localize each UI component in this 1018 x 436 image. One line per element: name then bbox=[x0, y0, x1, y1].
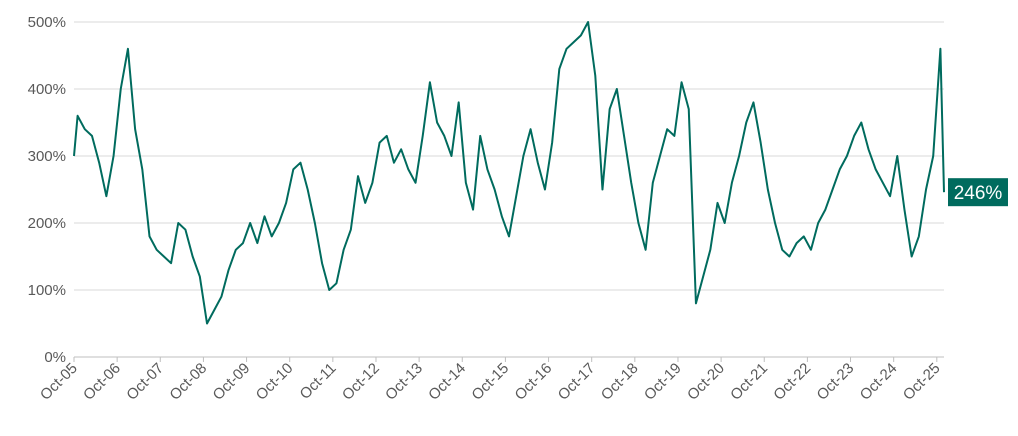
x-tick-label: Oct-24 bbox=[857, 360, 901, 404]
end-value-badge bbox=[948, 178, 1008, 207]
y-tick-label: 100% bbox=[28, 282, 66, 299]
y-tick-label: 0% bbox=[44, 349, 66, 366]
x-tick-label: Oct-21 bbox=[727, 360, 771, 404]
y-tick-label: 500% bbox=[28, 14, 66, 31]
end-value-label: 246% bbox=[948, 178, 1008, 207]
end-value-text: 246% bbox=[954, 183, 1003, 204]
series-line bbox=[73, 21, 945, 325]
x-tick-label: Oct-09 bbox=[210, 360, 254, 404]
x-tick-label: Oct-07 bbox=[123, 360, 167, 404]
x-tick-label: Oct-25 bbox=[900, 360, 944, 404]
x-tick-label: Oct-05 bbox=[37, 360, 81, 404]
x-tick-label: Oct-13 bbox=[382, 360, 426, 404]
x-tick-label: Oct-18 bbox=[598, 360, 642, 404]
series-layer bbox=[73, 21, 945, 325]
x-tick-label: Oct-16 bbox=[512, 360, 556, 404]
y-tick-label: 200% bbox=[28, 215, 66, 232]
x-tick-label: Oct-22 bbox=[770, 360, 814, 404]
x-tick-label: Oct-14 bbox=[425, 360, 469, 404]
x-tick-label: Oct-19 bbox=[641, 360, 685, 404]
x-tick-label: Oct-06 bbox=[80, 360, 124, 404]
x-tick-label: Oct-20 bbox=[684, 360, 728, 404]
x-tick-label: Oct-10 bbox=[253, 360, 297, 404]
x-axis-ticks: Oct-05 Oct-06 Oct-07 Oct-08 Oct-09 Oct-10 Oct-… bbox=[37, 357, 944, 404]
x-tick-label: Oct-08 bbox=[166, 360, 210, 404]
y-axis-ticks: 0% 100% 200% 300% 400% 500% bbox=[28, 14, 66, 366]
gridlines bbox=[74, 21, 944, 358]
y-tick-label: 300% bbox=[28, 148, 66, 165]
x-tick-label: Oct-15 bbox=[468, 360, 512, 404]
x-tick-label: Oct-11 bbox=[297, 360, 340, 403]
x-tick-label: Oct-17 bbox=[555, 360, 599, 404]
y-tick-label: 400% bbox=[28, 81, 66, 98]
x-tick-label: Oct-23 bbox=[814, 360, 858, 404]
x-tick-label: Oct-12 bbox=[339, 360, 383, 404]
